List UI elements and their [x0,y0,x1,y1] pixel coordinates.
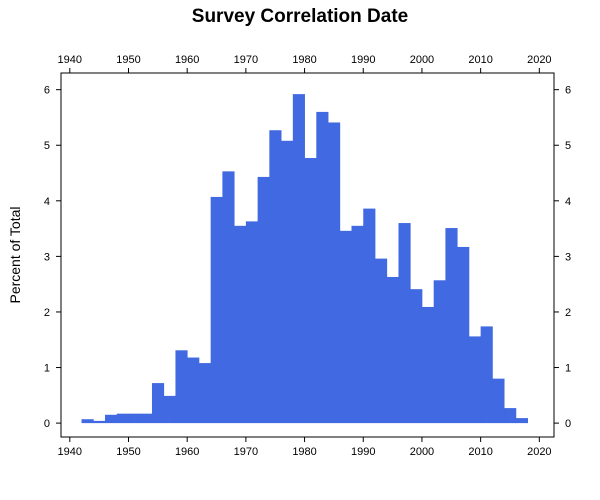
histogram-bar [128,413,141,424]
plot-frame [60,72,555,438]
histogram-bar [480,326,493,424]
histogram-bar [93,420,106,424]
histogram-bar [504,408,517,424]
x-tick-label-top: 2000 [410,54,434,66]
histogram-bar [257,176,270,424]
histogram-bar [363,208,376,424]
y-tick-label-left: 1 [44,363,50,375]
x-tick-label-bottom: 1990 [351,446,375,458]
histogram-bar [245,221,259,424]
x-tick-label-bottom: 2020 [527,446,551,458]
histogram-bar [198,363,212,424]
histogram-bar [175,350,188,424]
y-tick-label-left: 5 [44,140,50,152]
histogram-bar [421,306,435,424]
histogram-bar [445,228,458,424]
x-tick-label-top: 2010 [468,54,492,66]
histogram-bar [515,418,528,424]
y-tick-label-right: 5 [565,140,571,152]
y-tick-label-left: 2 [44,307,50,319]
y-tick-label-right: 2 [565,307,571,319]
x-tick-label-top: 2020 [527,54,551,66]
histogram-bar [328,122,341,424]
histogram-bar [234,225,247,424]
histogram-bar [410,289,423,424]
bars-layer [81,94,528,424]
histogram-bar [187,357,200,424]
histogram-bar [374,258,388,424]
histogram-bar [105,414,118,424]
x-tick-label-top: 1970 [234,54,258,66]
y-tick-label-right: 0 [565,418,571,430]
x-tick-label-bottom: 2010 [468,446,492,458]
histogram-bar [210,196,223,424]
histogram-bar [433,280,446,424]
histogram-bar [140,413,153,424]
histogram-bar [81,419,94,424]
histogram-bar [304,158,317,424]
y-tick-label-right: 4 [565,196,571,208]
histogram-bar [492,378,505,424]
histogram-bar [163,395,176,424]
x-tick-label-bottom: 1940 [58,446,82,458]
histogram-bar [151,383,165,424]
x-tick-label-top: 1940 [58,54,82,66]
x-tick-label-top: 1980 [292,54,316,66]
y-axis-label: Percent of Total [7,206,23,303]
histogram-bar [457,246,470,424]
x-tick-label-top: 1960 [175,54,199,66]
y-tick-label-right: 6 [565,85,571,97]
x-tick-label-bottom: 1960 [175,446,199,458]
histogram-bar [281,140,294,424]
x-tick-label-bottom: 2000 [410,446,434,458]
histogram-bar [116,413,129,424]
histogram-bar [398,223,411,424]
histogram-bar [269,130,282,424]
histogram-bar [386,276,399,424]
x-tick-label-bottom: 1950 [116,446,140,458]
axes-layer: 1940 1940 1950 1950 1960 1960 1970 1970 1980 1980… [44,54,571,458]
x-tick-label-top: 1950 [116,54,140,66]
y-tick-label-left: 3 [44,251,50,263]
y-tick-label-right: 1 [565,363,571,375]
x-tick-label-bottom: 1980 [292,446,316,458]
y-tick-label-right: 3 [565,251,571,263]
y-tick-label-left: 6 [44,85,50,97]
histogram-bar [292,94,305,424]
histogram-bar [222,171,235,424]
x-tick-label-top: 1990 [351,54,375,66]
y-tick-label-left: 4 [44,196,50,208]
histogram-bar [468,336,482,424]
histogram-bar [316,111,329,424]
histogram-bar [351,225,364,424]
histogram-bar [339,230,352,424]
x-tick-label-bottom: 1970 [234,446,258,458]
y-tick-label-left: 0 [44,418,50,430]
chart-title: Survey Correlation Date [191,6,409,27]
